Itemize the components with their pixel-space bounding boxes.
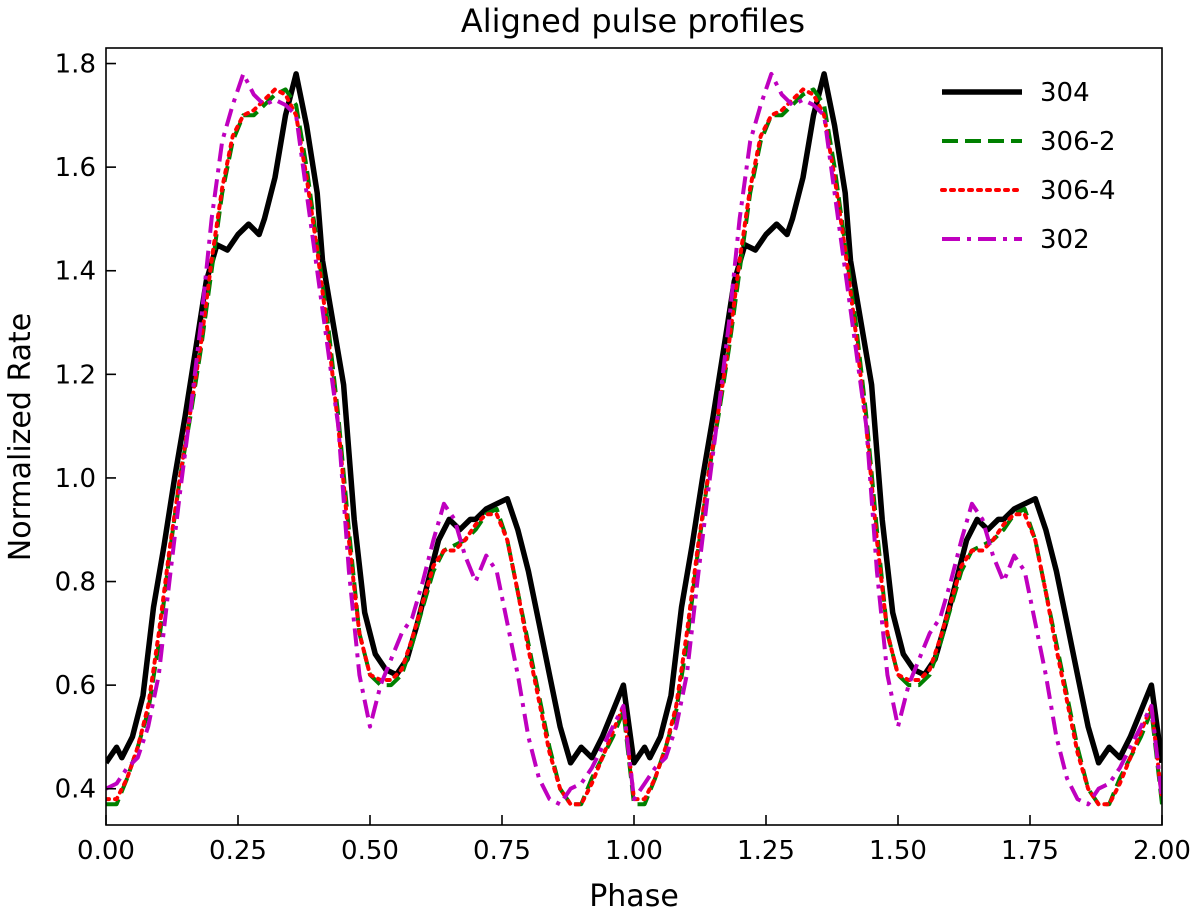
y-axis-label: Normalized Rate: [3, 313, 38, 561]
legend: 304 306-2 306-4 302: [940, 78, 1116, 255]
x-tick-label: 1.50: [869, 836, 927, 866]
x-tick-label: 0.50: [341, 836, 399, 866]
y-tick-label: 1.6: [55, 153, 96, 183]
legend-label-306-2: 306-2: [1040, 127, 1116, 157]
x-tick-label: 0.25: [209, 836, 267, 866]
y-tick-label: 0.4: [55, 775, 96, 805]
x-tick-label: 1.75: [1001, 836, 1059, 866]
plot-frame: [105, 47, 1163, 826]
y-tick-label: 1.0: [55, 464, 96, 494]
series-line-304: [106, 71, 1162, 766]
chart-title: Aligned pulse profiles: [461, 2, 805, 40]
x-tick-label: 0.00: [77, 836, 135, 866]
x-tick-label: 1.25: [737, 836, 795, 866]
legend-label-304: 304: [1040, 78, 1090, 108]
x-tick-label: 1.00: [605, 836, 663, 866]
series-line-302: [106, 71, 1162, 807]
legend-label-302: 302: [1040, 225, 1090, 255]
y-tick-label: 1.2: [55, 360, 96, 390]
legend-label-306-4: 306-4: [1040, 176, 1116, 206]
series-line-306-2: [106, 87, 1162, 807]
x-tick-label: 2.00: [1133, 836, 1191, 866]
y-tick-label: 1.4: [55, 257, 96, 287]
x-axis-label: Phase: [589, 879, 679, 914]
y-tick-label: 1.8: [55, 50, 96, 80]
x-tick-label: 0.75: [473, 836, 531, 866]
y-tick-label: 0.8: [55, 568, 96, 598]
series-line-306-4: [106, 87, 1162, 807]
y-tick-label: 0.6: [55, 671, 96, 701]
